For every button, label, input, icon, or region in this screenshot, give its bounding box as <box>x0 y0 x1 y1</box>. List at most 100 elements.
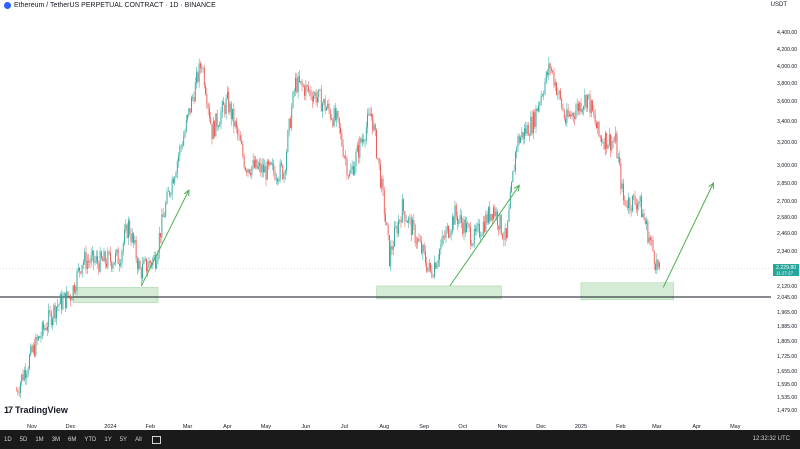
candle-body-386 <box>511 182 513 192</box>
timeframe-3m[interactable]: 3M <box>51 436 61 443</box>
y-tick-label-3: 4,000.00 <box>777 64 797 70</box>
candle-body-34 <box>58 304 60 306</box>
tradingview-wordmark: TradingView <box>15 405 68 415</box>
candle-body-251 <box>337 111 339 118</box>
candle-body-388 <box>513 170 515 172</box>
candle-body-47 <box>75 289 77 292</box>
candle-body-420 <box>554 82 556 86</box>
candle-body-484 <box>637 204 639 210</box>
timeframe-6m[interactable]: 6M <box>68 436 77 443</box>
candle-body-98 <box>140 269 142 279</box>
candle-body-496 <box>652 240 654 251</box>
candle-body-147 <box>203 67 205 86</box>
candle-body-103 <box>147 267 149 272</box>
candle-body-168 <box>230 103 232 120</box>
timeframe-all[interactable]: All <box>135 436 142 443</box>
timeframe-5d[interactable]: 5D <box>19 436 28 443</box>
candle-body-216 <box>292 91 294 108</box>
timeframe-1y[interactable]: 1Y <box>104 436 112 443</box>
candle-body-157 <box>216 113 218 127</box>
candle-body-91 <box>131 233 133 242</box>
candle-body-95 <box>136 258 138 269</box>
candle-body-467 <box>615 133 617 142</box>
y-tick-label-23: 1,479.00 <box>777 408 797 414</box>
candle-body-479 <box>630 208 632 211</box>
candle-body-152 <box>210 117 212 124</box>
candle-body-141 <box>196 72 198 83</box>
candle-body-424 <box>559 90 561 99</box>
candle-body-339 <box>450 230 452 235</box>
y-tick-label-19: 1,725.00 <box>777 354 797 360</box>
candle-body-123 <box>172 179 174 184</box>
candle-body-146 <box>202 67 204 69</box>
candle-body-249 <box>334 108 336 120</box>
candle-body-481 <box>633 195 635 197</box>
trend-arrow-2 <box>449 185 520 287</box>
candle-body-421 <box>556 82 558 95</box>
timeframe-1m[interactable]: 1M <box>35 436 44 443</box>
candle-body-219 <box>296 77 298 93</box>
candle-body-320 <box>426 263 428 272</box>
candle-body-90 <box>130 234 132 242</box>
candle-body-46 <box>73 285 75 292</box>
candle-body-427 <box>563 110 565 119</box>
candle-body-425 <box>561 98 563 108</box>
candle-body-81 <box>118 263 120 266</box>
candle-body-26 <box>48 310 50 327</box>
candle-body-121 <box>170 193 172 196</box>
timeframe-ytd[interactable]: YTD <box>84 436 97 443</box>
candle-body-380 <box>503 238 505 240</box>
candle-body-82 <box>120 262 122 266</box>
candle-body-447 <box>589 94 591 114</box>
candle-body-163 <box>224 104 226 114</box>
candle-body-114 <box>161 214 163 238</box>
timeframe-5y[interactable]: 5Y <box>119 436 128 443</box>
candle-body-341 <box>453 216 455 225</box>
candle-body-8 <box>25 370 27 378</box>
date-range-icon[interactable] <box>151 435 161 444</box>
candle-body-296 <box>395 226 397 228</box>
candle-body-73 <box>108 251 110 253</box>
candle-body-349 <box>463 219 465 234</box>
candle-body-206 <box>279 162 281 180</box>
trend-arrowhead-3 <box>708 181 714 190</box>
timeframe-1d[interactable]: 1D <box>4 436 12 443</box>
symbol-title[interactable]: Ethereum / TetherUS PERPETUAL CONTRACT ·… <box>14 2 216 9</box>
candle-body-435 <box>574 116 576 119</box>
candle-body-377 <box>499 214 501 230</box>
candle-body-45 <box>72 285 74 299</box>
candle-body-16 <box>35 336 37 356</box>
candle-body-398 <box>526 124 528 134</box>
tradingview-logo: 17 TradingView <box>4 405 68 415</box>
candle-body-302 <box>403 199 405 212</box>
candle-body-179 <box>244 167 246 171</box>
candle-body-100 <box>143 260 145 264</box>
candle-body-358 <box>475 228 477 232</box>
candle-body-356 <box>472 243 474 246</box>
candle-body-66 <box>99 251 101 272</box>
candle-body-55 <box>85 251 87 270</box>
candle-body-248 <box>333 108 335 127</box>
candle-body-310 <box>413 219 415 226</box>
candle-body-246 <box>331 118 333 120</box>
trend-arrowhead-1 <box>183 189 190 197</box>
price-chart[interactable]: 4,400.00 4,200.00 4,000.00 3,800.00 3,600.00… <box>0 0 800 430</box>
candle-body-239 <box>322 103 324 112</box>
trend-arrow-3 <box>662 182 714 288</box>
candle-body-218 <box>295 77 297 92</box>
candle-body-51 <box>80 271 82 274</box>
candle-body-228 <box>307 86 309 91</box>
candle-body-324 <box>431 271 433 277</box>
candle-body-203 <box>275 178 277 180</box>
candle-body-287 <box>383 190 385 215</box>
candle-body-208 <box>282 165 284 179</box>
candle-body-442 <box>583 106 585 110</box>
candle-body-111 <box>157 252 159 262</box>
candle-body-260 <box>349 173 351 177</box>
candle-body-430 <box>567 109 569 117</box>
candle-body-172 <box>235 121 237 128</box>
candle-body-135 <box>188 108 190 115</box>
ethereum-icon <box>4 2 11 9</box>
candle-body-332 <box>441 236 443 245</box>
candle-body-25 <box>46 326 48 331</box>
